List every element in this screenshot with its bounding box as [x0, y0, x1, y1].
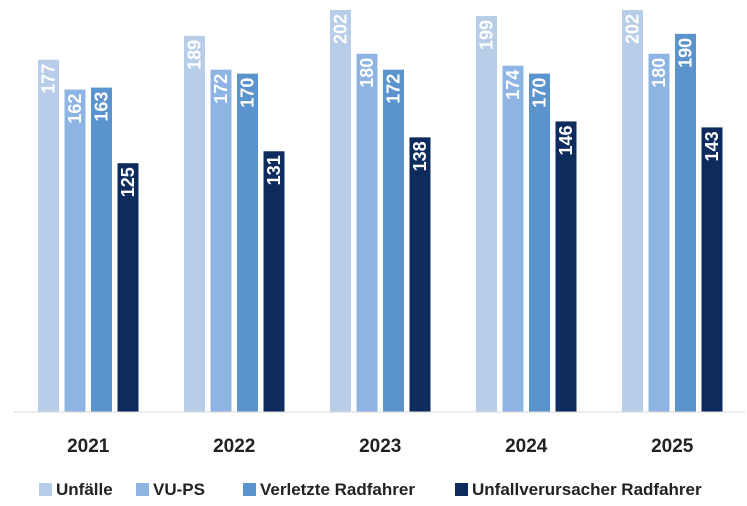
bar-2023-series-3 [383, 69, 404, 413]
bar-2021-series-4 [117, 163, 139, 412]
data-label-2022-series-2: 172 [211, 74, 231, 104]
bar-2024-series-1 [476, 15, 497, 412]
data-label-2023-series-1: 202 [331, 14, 351, 44]
x-tick-label-2023: 2023 [359, 436, 401, 457]
legend-swatch-1 [39, 483, 52, 496]
bar-2022-series-3 [237, 73, 258, 412]
legend-swatch-3 [243, 483, 256, 496]
bars-layer: 177 162 163 125 189 172 170 131 202 180 172 138 199 1… [38, 9, 723, 413]
legend-label-1: Unfälle [56, 480, 113, 499]
x-tick-label-2025: 2025 [651, 436, 694, 457]
x-tick-labels: 2021 2022 2023 2024 2025 [67, 436, 694, 457]
legend-swatch-2 [136, 483, 149, 496]
legend-label-4: Unfallverursacher Radfahrer [472, 480, 702, 499]
bar-2023-series-4 [409, 137, 431, 412]
bar-2022-series-4 [263, 151, 285, 412]
data-label-2021-series-2: 162 [65, 94, 85, 124]
data-label-2023-series-2: 180 [357, 58, 377, 88]
data-label-2024-series-3: 170 [530, 78, 550, 108]
data-label-2025-series-4: 143 [702, 131, 722, 161]
x-tick-label-2021: 2021 [67, 436, 110, 457]
data-label-2024-series-1: 199 [477, 20, 497, 50]
bar-2022-series-1 [184, 35, 205, 412]
bar-2022-series-2 [210, 69, 232, 413]
legend-swatch-4 [455, 483, 468, 496]
bar-2025-series-1 [622, 9, 643, 412]
bar-2021-series-3 [91, 87, 112, 412]
x-tick-label-2024: 2024 [505, 436, 548, 457]
bar-2021-series-2 [64, 89, 86, 412]
legend-label-2: VU-PS [153, 480, 205, 499]
data-label-2025-series-1: 202 [623, 14, 643, 44]
data-label-2022-series-4: 131 [264, 155, 284, 185]
data-label-2022-series-1: 189 [185, 40, 205, 70]
data-label-2023-series-4: 138 [410, 141, 430, 171]
data-label-2025-series-2: 180 [649, 58, 669, 88]
x-tick-label-2022: 2022 [213, 436, 255, 457]
bar-2024-series-3 [529, 73, 550, 412]
bar-2025-series-3 [675, 33, 696, 412]
data-label-2021-series-3: 163 [92, 92, 112, 122]
data-label-2022-series-3: 170 [238, 78, 258, 108]
legend-label-3: Verletzte Radfahrer [260, 480, 415, 499]
data-label-2021-series-1: 177 [39, 64, 59, 94]
data-label-2021-series-4: 125 [118, 167, 138, 197]
data-label-2025-series-3: 190 [676, 38, 696, 68]
data-label-2023-series-3: 172 [384, 74, 404, 104]
bar-2024-series-4 [555, 121, 577, 413]
bar-2023-series-2 [356, 53, 378, 412]
bar-2023-series-1 [330, 9, 351, 412]
bar-2025-series-4 [701, 127, 723, 413]
bar-2021-series-1 [38, 59, 59, 412]
data-label-2024-series-2: 174 [503, 70, 523, 100]
data-label-2024-series-4: 146 [556, 125, 576, 155]
bar-2024-series-2 [502, 65, 524, 412]
bar-2025-series-2 [648, 53, 670, 412]
legend: Unfälle VU-PS Verletzte Radfahrer Unfallver… [39, 480, 702, 499]
